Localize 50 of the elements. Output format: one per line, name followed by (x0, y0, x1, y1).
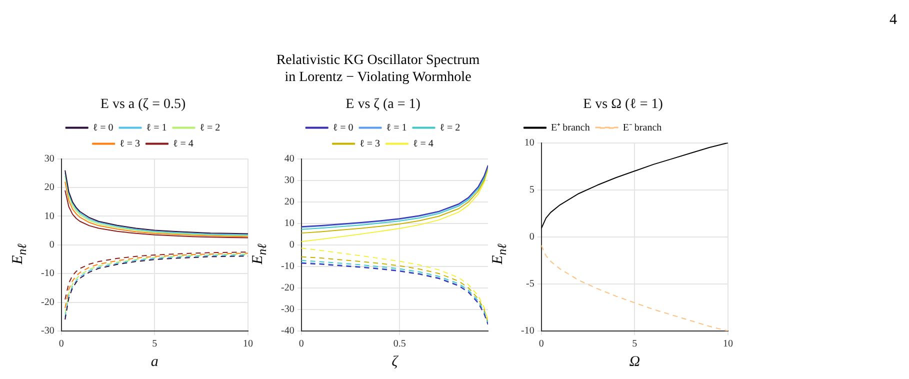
x-tick-label: 0 (58, 338, 64, 350)
line-series (64, 252, 248, 300)
y-tick-label: 30 (284, 174, 294, 186)
y-tick-label: -10 (520, 326, 534, 337)
x-tick-label: 5 (632, 338, 638, 350)
y-tick-label: 10 (524, 137, 534, 148)
text: Relativistic KG Oscillator Spectrum in Lorentz − Violating Wormhole (275, 52, 481, 86)
y-tick-label: 5 (529, 184, 534, 196)
y-tick-label: -5 (526, 278, 534, 290)
x-axis-title: ζ (392, 354, 399, 370)
y-tick-label: -40 (280, 326, 294, 337)
y-tick-label: 20 (284, 196, 294, 208)
y-tick-label: -30 (280, 304, 294, 316)
legend-label: ℓ = 1 (146, 122, 167, 134)
legend-label: E⁻ branch (622, 122, 662, 134)
legend-label: ℓ = 0 (92, 122, 114, 134)
x-tick-label: 10 (243, 338, 253, 350)
chart-title: E vs a (ζ = 0.5) (100, 97, 186, 112)
x-tick-label: 0.5 (393, 338, 406, 350)
y-tick-label: 30 (44, 153, 54, 164)
chart-title: E vs ζ (a = 1) (346, 97, 421, 112)
legend-label: ℓ = 0 (332, 122, 354, 134)
y-tick-label: 10 (284, 218, 294, 229)
text: 4 (890, 12, 897, 29)
chart-title: E vs Ω (ℓ = 1) (583, 97, 664, 112)
y-tick-label: 0 (529, 232, 534, 243)
legend-label: ℓ = 1 (386, 122, 407, 134)
legend-label: ℓ = 4 (413, 138, 434, 150)
x-axis-title: a (150, 354, 158, 370)
y-tick-label: -10 (280, 261, 294, 272)
y-tick-label: 20 (44, 182, 54, 194)
y-tick-label: -30 (40, 326, 54, 337)
x-tick-label: 10 (723, 338, 733, 350)
legend-label: E⁺ branch (551, 122, 590, 134)
y-tick-label: 0 (49, 240, 54, 251)
legend-label: ℓ = 3 (360, 138, 380, 150)
x-axis-title: Ω (629, 354, 640, 370)
y-tick-label: 0 (289, 240, 294, 251)
legend-label: ℓ = 4 (173, 138, 194, 150)
y-tick-label: 40 (284, 153, 294, 164)
x-tick-label: 5 (152, 338, 158, 350)
y-tick-label: -20 (40, 296, 54, 308)
y-tick-label: 10 (44, 210, 54, 222)
legend-label: ℓ = 2 (440, 122, 460, 134)
y-tick-label: -20 (280, 282, 294, 294)
legend-label: ℓ = 2 (200, 122, 220, 134)
y-tick-label: -10 (40, 268, 54, 280)
x-tick-label: 0 (298, 338, 304, 350)
x-tick-label: 0 (538, 338, 544, 350)
legend-label: ℓ = 3 (120, 138, 140, 150)
